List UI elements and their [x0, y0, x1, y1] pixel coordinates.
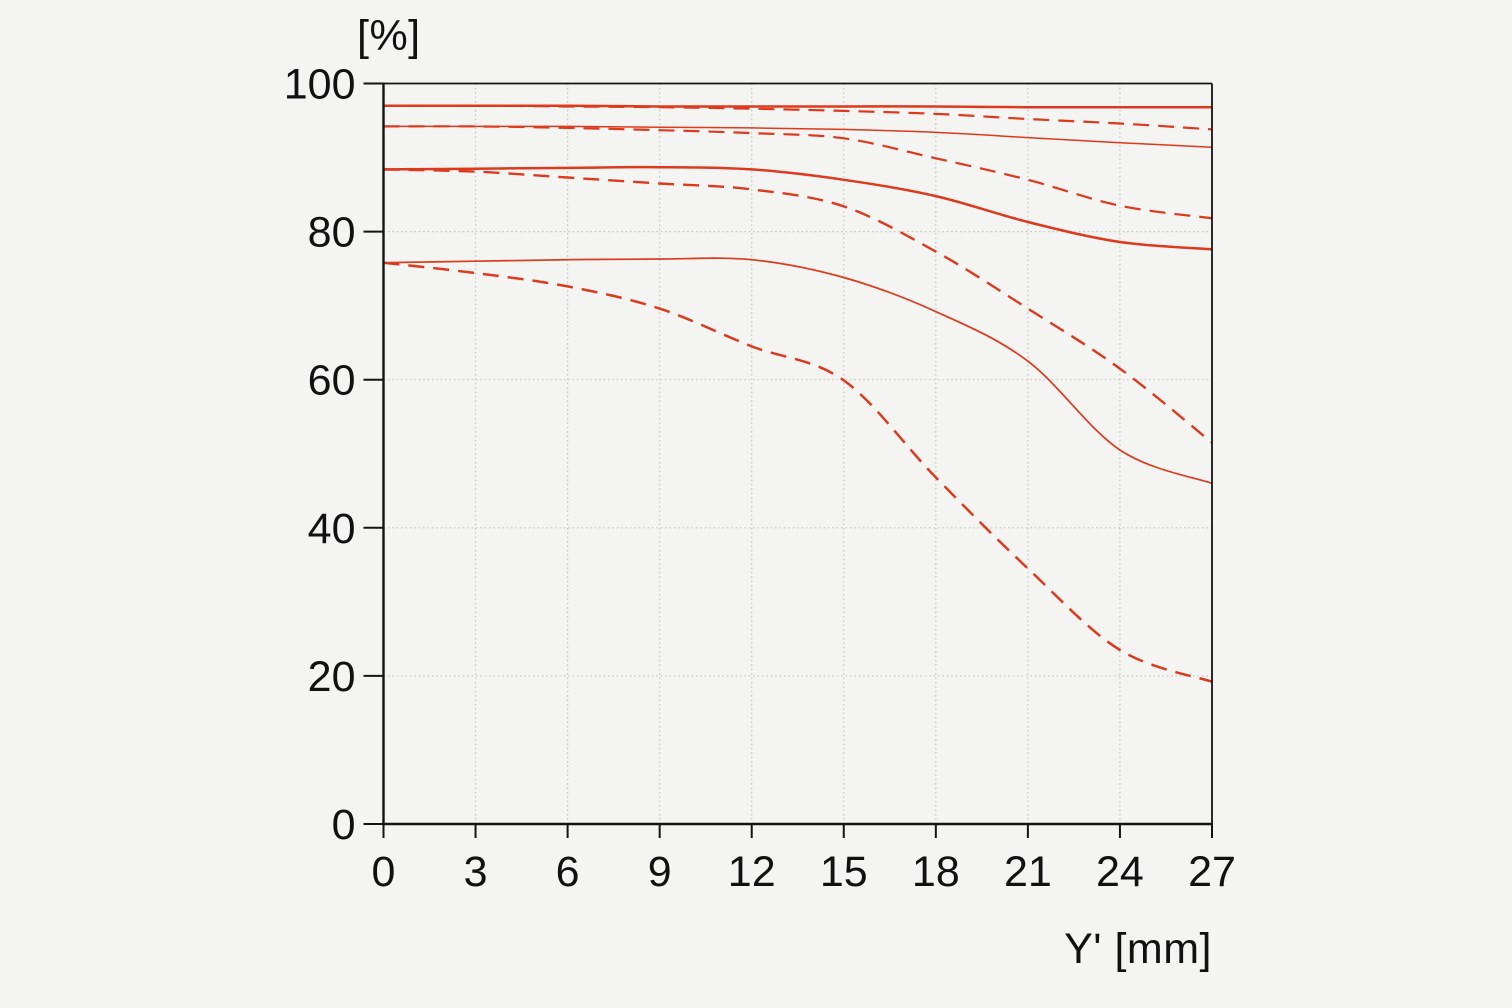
- curve-4-solid: [383, 257, 1213, 485]
- y-tick-label: 20: [308, 653, 356, 701]
- curve-1-solid: [383, 104, 1212, 109]
- x-tick-label: 24: [1096, 848, 1144, 896]
- x-tick-label: 6: [556, 848, 580, 896]
- curve-3-solid: [383, 165, 1213, 251]
- y-tick-label: 40: [308, 505, 356, 553]
- x-tick-label: 18: [912, 848, 960, 896]
- y-tick-label: 80: [308, 209, 356, 257]
- x-tick-label: 3: [464, 848, 488, 896]
- x-tick-label: 21: [1004, 848, 1052, 896]
- curve-1-dashed: [383, 104, 1213, 131]
- x-tick-label: 12: [728, 848, 776, 896]
- x-tick-label: 0: [372, 848, 396, 896]
- y-tick-label: 100: [284, 61, 356, 109]
- y-tick-label: 60: [308, 357, 356, 405]
- curve-2-solid: [383, 125, 1213, 148]
- x-tick-label: 27: [1188, 848, 1236, 896]
- y-tick-label: 0: [332, 801, 356, 849]
- x-axis-unit-label: Y' [mm]: [1064, 925, 1212, 973]
- x-tick-label: 15: [820, 848, 868, 896]
- curve-3-dashed: [383, 168, 1213, 444]
- curve-4-dashed: [383, 261, 1213, 683]
- y-axis-unit-label: [%]: [357, 12, 421, 60]
- x-tick-label: 9: [648, 848, 672, 896]
- curve-2-dashed: [383, 125, 1213, 220]
